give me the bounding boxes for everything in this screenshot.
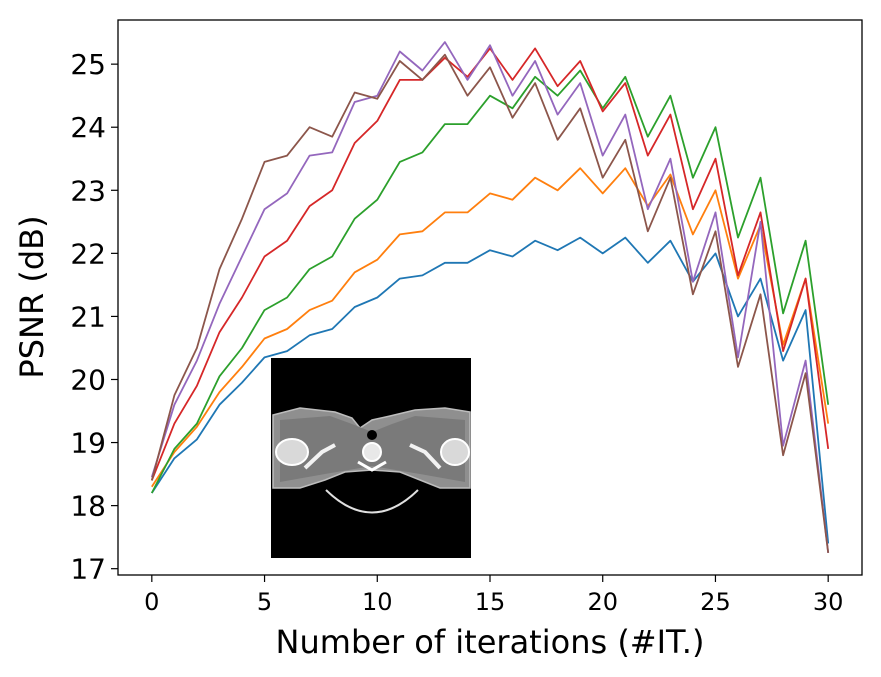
series-line-3 [150, 69, 830, 494]
y-tick-label: 20 [70, 363, 106, 396]
y-tick-label: 18 [70, 490, 106, 523]
y-tick-label: 22 [70, 237, 106, 270]
x-tick-label: 30 [813, 588, 844, 616]
x-axis-label: Number of iterations (#IT.) [276, 623, 705, 661]
y-tick-label: 25 [70, 48, 106, 81]
y-axis-ticks: 17 18 19 20 21 22 23 24 25 [70, 48, 118, 586]
series-line-5 [150, 41, 830, 554]
ct-left-shoulder [275, 438, 309, 466]
ct-table-arc [325, 489, 419, 514]
x-tick-label: 20 [587, 588, 618, 616]
series-line-1 [151, 236, 830, 544]
series-line-2 [151, 167, 830, 488]
x-tick-label: 25 [700, 588, 731, 616]
x-tick-label: 15 [475, 588, 506, 616]
y-tick-label: 17 [70, 553, 106, 586]
y-tick-label: 23 [70, 174, 106, 207]
x-tick-label: 10 [362, 588, 393, 616]
ct-trachea [367, 430, 377, 440]
y-axis-label: PSNR (dB) [13, 215, 51, 378]
x-tick-label: 0 [144, 588, 159, 616]
series-lines [150, 41, 830, 554]
x-axis-ticks: 0 5 10 15 20 25 30 [144, 575, 843, 616]
ct-right-shoulder [440, 438, 470, 466]
y-tick-label: 24 [70, 111, 106, 144]
ct-spine-process [357, 460, 387, 472]
x-tick-label: 5 [257, 588, 272, 616]
ct-left-clavicle [303, 443, 336, 470]
y-tick-label: 21 [70, 300, 106, 333]
y-tick-label: 19 [70, 427, 106, 460]
series-line-6 [150, 53, 830, 554]
ct-inset-image [271, 358, 471, 558]
series-line-4 [150, 47, 830, 481]
ct-right-clavicle [409, 443, 442, 470]
ct-vertebra [362, 442, 382, 462]
